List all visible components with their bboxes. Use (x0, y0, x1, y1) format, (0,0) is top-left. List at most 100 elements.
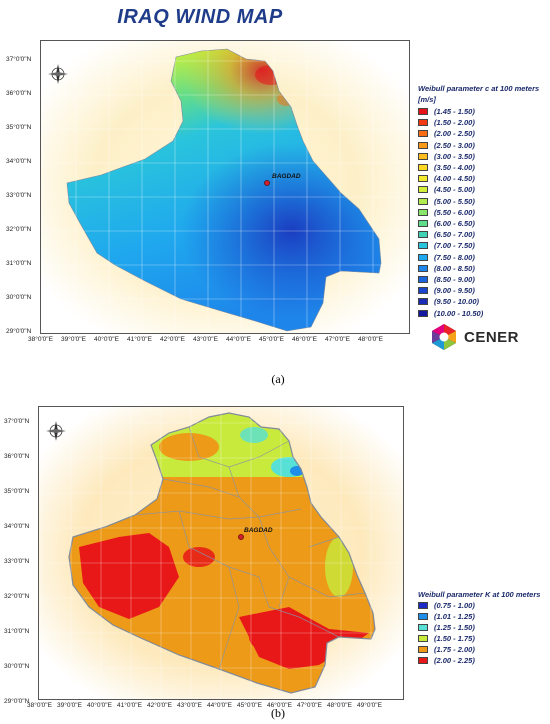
legend-swatch (418, 287, 428, 295)
legend-a-title: Weibull parameter c at 100 meters (418, 84, 540, 93)
lat-tick-label: 34°0'0"N (4, 523, 30, 530)
lon-tick-label: 39°0'0"E (61, 336, 86, 343)
legend-label: (5.00 - 5.50) (434, 196, 475, 206)
lat-tick-label: 29°0'0"N (4, 698, 30, 705)
lat-tick-label: 31°0'0"N (6, 260, 32, 267)
lat-tick-label: 36°0'0"N (4, 453, 30, 460)
legend-swatch (418, 231, 428, 239)
legend-row: (0.75 - 1.00) (418, 600, 475, 611)
lat-tick-label: 30°0'0"N (6, 294, 32, 301)
lon-tick-label: 38°0'0"E (28, 336, 53, 343)
lon-tick-label: 39°0'0"E (57, 702, 82, 709)
lat-tick-label: 29°0'0"N (6, 328, 32, 335)
legend-row: (6.50 - 7.00) (418, 229, 475, 240)
lon-tick-label: 48°0'0"E (358, 336, 383, 343)
lon-tick-label: 40°0'0"E (94, 336, 119, 343)
lon-tick-label: 38°0'0"E (27, 702, 52, 709)
legend-row: (3.50 - 4.00) (418, 162, 475, 173)
legend-label: (9.50 - 10.00) (434, 297, 480, 307)
legend-swatch (418, 624, 428, 631)
lon-tick-label: 45°0'0"E (259, 336, 284, 343)
legend-swatch (418, 186, 428, 194)
lon-tick-label: 41°0'0"E (117, 702, 142, 709)
map-b-frame (38, 406, 404, 700)
lat-tick-label: 35°0'0"N (4, 488, 30, 495)
legend-label: (0.75 - 1.00) (434, 601, 475, 610)
legend-row: (10.00 - 10.50) (418, 308, 483, 319)
legend-label: (1.75 - 2.00) (434, 645, 475, 654)
legend-swatch (418, 635, 428, 642)
lat-tick-label: 37°0'0"N (6, 56, 32, 63)
legend-label: (5.50 - 6.00) (434, 207, 475, 217)
legend-swatch (418, 130, 428, 138)
lon-tick-label: 43°0'0"E (177, 702, 202, 709)
lat-tick-label: 30°0'0"N (4, 663, 30, 670)
lon-tick-label: 48°0'0"E (327, 702, 352, 709)
caption-a: (a) (271, 372, 285, 386)
lat-tick-label: 31°0'0"N (4, 628, 30, 635)
legend-label: (10.00 - 10.50) (434, 308, 484, 318)
compass-rose-a (46, 60, 70, 88)
lon-tick-label: 41°0'0"E (127, 336, 152, 343)
legend-label: (2.00 - 2.25) (434, 656, 475, 665)
legend-row: (3.00 - 3.50) (418, 151, 475, 162)
lon-tick-label: 46°0'0"E (292, 336, 317, 343)
map-title: IRAQ WIND MAP (117, 6, 283, 28)
legend-row: (1.50 - 1.75) (418, 633, 475, 644)
legend-row: (8.50 - 9.00) (418, 274, 475, 285)
legend-swatch (418, 242, 428, 250)
legend-label: (2.50 - 3.00) (434, 140, 475, 150)
lat-tick-label: 36°0'0"N (6, 90, 32, 97)
legend-label: (4.00 - 4.50) (434, 174, 475, 184)
legend-row: (6.00 - 6.50) (418, 218, 475, 229)
lat-tick-label: 33°0'0"N (6, 192, 32, 199)
legend-row: (5.50 - 6.00) (418, 207, 475, 218)
legend-swatch (418, 253, 428, 261)
cener-logo-icon (432, 324, 456, 350)
legend-swatch (418, 152, 428, 160)
legend-row: (2.00 - 2.25) (418, 655, 475, 666)
legend-row: (4.50 - 5.00) (418, 184, 475, 195)
legend-row: (9.50 - 10.00) (418, 296, 479, 307)
lon-tick-label: 42°0'0"E (147, 702, 172, 709)
lon-tick-label: 46°0'0"E (267, 702, 292, 709)
legend-label: (1.01 - 1.25) (434, 612, 475, 621)
lon-tick-label: 42°0'0"E (160, 336, 185, 343)
legend-b-title: Weibull parameter K at 100 meters (418, 590, 541, 599)
legend-label: (1.25 - 1.50) (434, 623, 475, 632)
legend-row: (8.00 - 8.50) (418, 263, 475, 274)
legend-row: (7.50 - 8.00) (418, 252, 475, 263)
legend-swatch (418, 613, 428, 620)
lon-tick-label: 47°0'0"E (325, 336, 350, 343)
compass-icon (46, 421, 66, 441)
compass-rose-b (44, 417, 68, 445)
lat-tick-label: 37°0'0"N (4, 418, 30, 425)
legend-label: (1.45 - 1.50) (434, 107, 475, 116)
legend-swatch (418, 264, 428, 272)
legend-row: (7.00 - 7.50) (418, 240, 475, 251)
cener-logo-text: CENER (464, 329, 520, 346)
legend-swatch (418, 119, 428, 127)
compass-icon (48, 64, 68, 84)
legend-swatch (418, 164, 428, 171)
city-label-a: BAGDAD (272, 173, 301, 180)
legend-label: (7.50 - 8.00) (434, 252, 475, 262)
legend-row: (1.45 - 1.50) (418, 106, 475, 117)
legend-row: (2.50 - 3.00) (418, 140, 475, 151)
lat-tick-label: 32°0'0"N (6, 226, 32, 233)
lon-tick-label: 49°0'0"E (357, 702, 382, 709)
legend-label: (9.00 - 9.50) (434, 286, 475, 296)
legend-swatch (418, 309, 428, 317)
city-marker-baghdad (264, 180, 270, 186)
legend-label: (1.50 - 2.00) (434, 118, 475, 128)
legend-swatch (418, 602, 428, 609)
legend-swatch (418, 220, 428, 227)
lat-tick-label: 34°0'0"N (6, 158, 32, 165)
legend-row: (5.00 - 5.50) (418, 196, 475, 207)
legend-label: (1.50 - 1.75) (434, 634, 475, 643)
map-a-canvas (41, 41, 409, 333)
lat-tick-label: 33°0'0"N (4, 558, 30, 565)
legend-swatch (418, 197, 428, 205)
map-b-canvas (39, 407, 403, 699)
legend-row: (1.75 - 2.00) (418, 644, 475, 655)
